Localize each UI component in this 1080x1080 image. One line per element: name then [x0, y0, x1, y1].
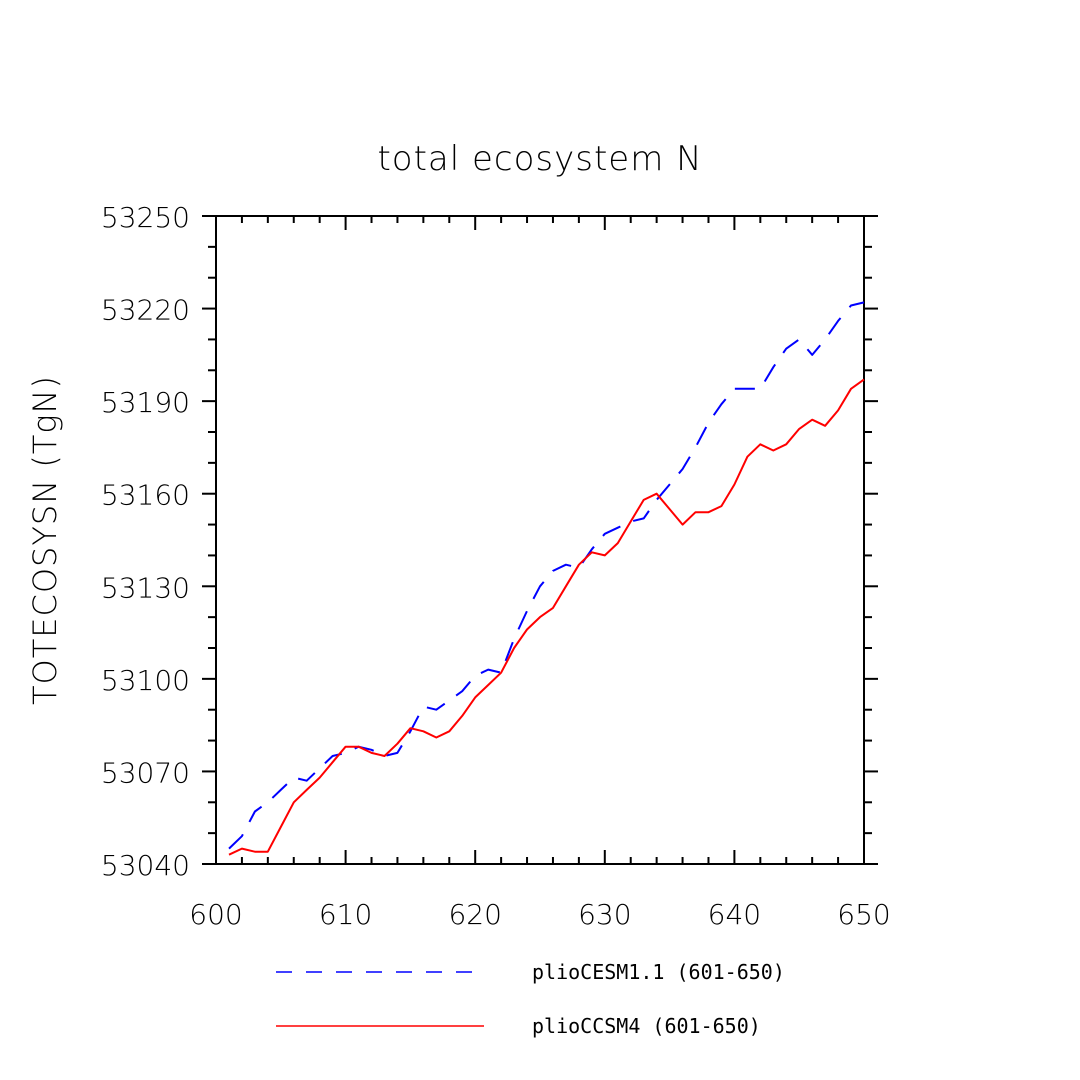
legend-label: plioCCSM4 (601-650) [532, 1014, 761, 1038]
y-tick-label: 53220 [101, 294, 190, 327]
y-tick-label: 53040 [101, 849, 190, 882]
x-tick-label: 620 [448, 898, 501, 931]
x-tick-label: 630 [578, 898, 631, 931]
series-line [229, 302, 864, 848]
y-axis-label: TOTECOSYSN (TgN) [26, 375, 64, 705]
chart-title: total ecosystem N [377, 139, 702, 179]
x-tick-label: 650 [837, 898, 890, 931]
legend-label: plioCESM1.1 (601-650) [532, 960, 785, 984]
series-line [229, 380, 864, 855]
y-tick-label: 53250 [101, 201, 190, 234]
x-tick-label: 600 [189, 898, 242, 931]
y-tick-label: 53130 [101, 571, 190, 604]
y-tick-label: 53100 [101, 664, 190, 697]
plot-border [216, 216, 864, 864]
x-tick-label: 640 [708, 898, 761, 931]
axis-ticks: 600 610 620 630 640 650 53040 53070 53100 53130 53… [101, 201, 891, 931]
y-tick-label: 53190 [101, 386, 190, 419]
y-tick-label: 53160 [101, 479, 190, 512]
y-tick-label: 53070 [101, 756, 190, 789]
series-layer [229, 302, 864, 854]
plot-frame [216, 216, 864, 864]
x-tick-label: 610 [319, 898, 372, 931]
legend: plioCESM1.1 (601-650) plioCCSM4 (601-650) [276, 960, 785, 1038]
